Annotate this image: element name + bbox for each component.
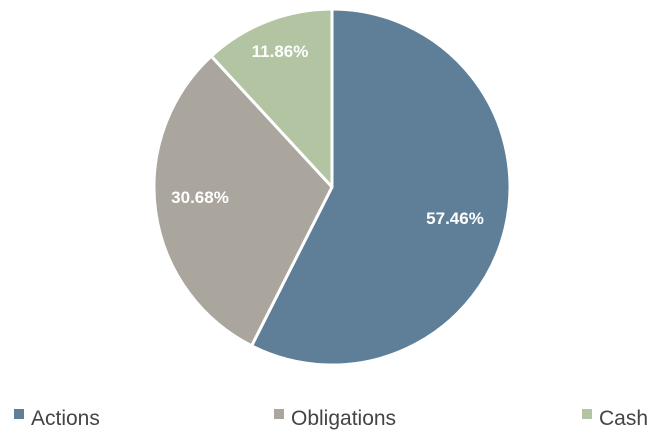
legend-swatch-actions [14, 409, 24, 419]
pie-slice-actions [250, 7, 512, 367]
legend-swatch-obligations [274, 409, 284, 419]
pie-data-labels: 57.46% 30.68% 11.86% [171, 42, 484, 228]
pie-slice-cash [209, 7, 334, 189]
legend-swatch-cash [582, 409, 592, 419]
legend-label-obligations: Obligations [291, 407, 396, 430]
legend: Actions Obligations Cash [14, 407, 648, 430]
pie-slices [152, 7, 512, 367]
pie-slice-obligations [152, 54, 334, 348]
legend-label-cash: Cash [599, 407, 648, 430]
legend-label-actions: Actions [31, 407, 100, 430]
data-label-obligations: 30.68% [171, 188, 229, 207]
data-label-cash: 11.86% [252, 42, 309, 61]
data-label-actions: 57.46% [426, 209, 484, 228]
